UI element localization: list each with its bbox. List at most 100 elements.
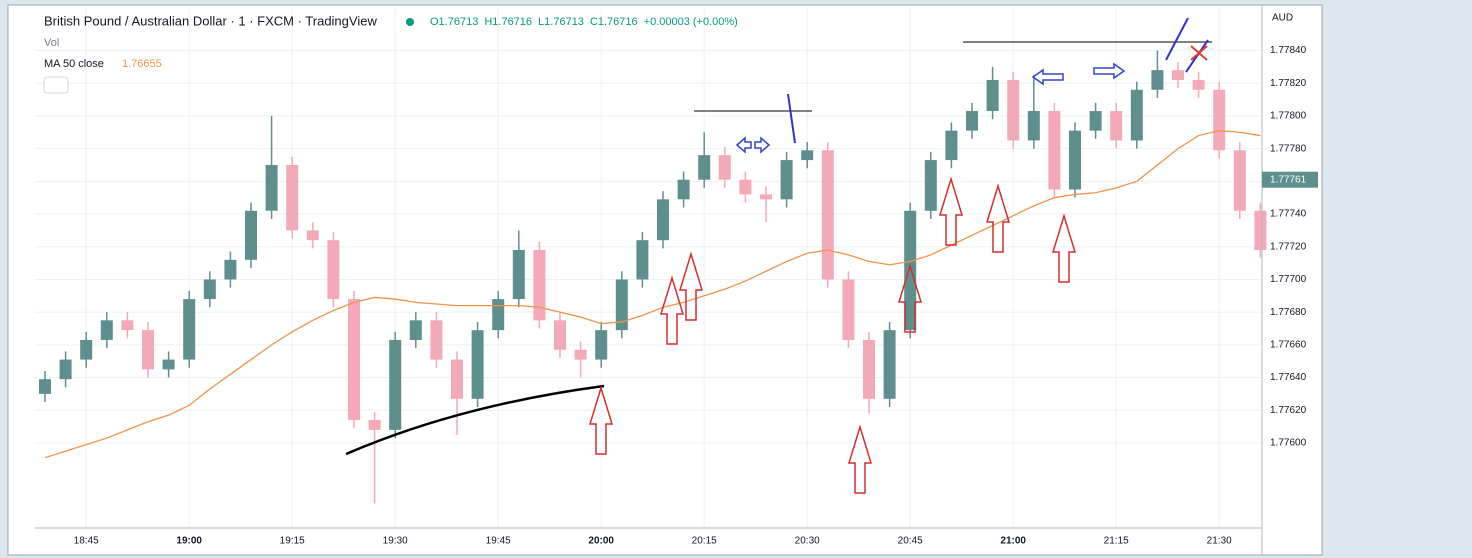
ohlc-value: O1.76713	[430, 16, 478, 28]
candle-body	[1110, 111, 1123, 141]
y-tick-label: 1.77680	[1270, 307, 1307, 318]
candle-body	[451, 359, 463, 399]
x-tick-label: 19:45	[486, 536, 511, 547]
y-tick-label: 1.77840	[1270, 45, 1307, 56]
candle-body	[739, 179, 752, 195]
x-tick-label: 20:15	[692, 536, 717, 547]
candle-body	[760, 194, 772, 200]
candle-body	[286, 164, 299, 231]
annotations	[345, 17, 1212, 494]
currency-label[interactable]: AUD	[1272, 13, 1293, 24]
y-tick-label: 1.77600	[1270, 438, 1307, 449]
ohlc-value: L1.76713	[538, 16, 584, 28]
ohlc-legend: O1.76713 H1.76716 L1.76713 C1.76716 +0.00003…	[430, 16, 738, 28]
indicator-label: MA 50 close	[44, 58, 104, 70]
candle-body	[615, 279, 628, 331]
candle-body	[1254, 210, 1267, 251]
candle-body	[265, 164, 278, 211]
candle-body	[39, 379, 51, 394]
candle-body	[780, 160, 793, 200]
candle-body	[430, 320, 443, 360]
candle-body	[595, 330, 608, 360]
candle-body	[224, 259, 237, 280]
x-tick-label: 21:30	[1207, 536, 1232, 547]
collapse-button[interactable]	[43, 76, 69, 94]
candle-body	[1048, 111, 1061, 190]
chart-frame	[7, 4, 1323, 556]
candle-body	[904, 210, 917, 331]
candle-body	[945, 130, 958, 161]
candle-body	[348, 299, 360, 421]
y-tick-label: 1.77780	[1270, 143, 1307, 154]
candle-body	[1213, 89, 1226, 151]
candle-body	[471, 330, 484, 399]
candle-body	[306, 230, 319, 241]
candle-body	[821, 150, 834, 280]
candle-body	[718, 155, 731, 180]
candle-body	[142, 330, 154, 370]
y-tick-label: 1.77620	[1270, 405, 1307, 416]
candle-body	[554, 320, 566, 350]
x-tick-label: 21:00	[1000, 536, 1026, 547]
candle-body	[59, 359, 72, 380]
volume-label: Vol	[44, 37, 59, 49]
grid	[35, 8, 1262, 528]
candle-body	[121, 320, 134, 331]
candle-body	[1192, 79, 1205, 90]
candle-body	[924, 160, 937, 211]
candle-body	[492, 299, 505, 331]
candle-body	[677, 179, 690, 200]
x-tick-label: 20:00	[588, 536, 614, 547]
y-tick-label: 1.77660	[1270, 339, 1307, 350]
last-price-label: 1.77761	[1270, 174, 1307, 185]
chart-title: British Pound / Australian Dollar · 1 · …	[44, 13, 377, 28]
candle-body	[389, 339, 402, 430]
candle-body	[863, 339, 875, 399]
last-price-tag	[1262, 171, 1318, 188]
candle-body	[801, 150, 814, 161]
candle-body	[100, 320, 113, 340]
candle-body	[1089, 111, 1102, 131]
ma-line	[44, 129, 1261, 459]
candle-body	[1233, 150, 1246, 211]
candle-body	[1151, 70, 1164, 90]
x-tick-label: 20:30	[795, 536, 820, 547]
candle-body	[245, 210, 257, 260]
candle-body	[512, 250, 525, 300]
candle-body	[368, 420, 381, 430]
candle-body	[183, 299, 196, 360]
candle-body	[409, 320, 422, 340]
candle-body	[883, 330, 896, 399]
candle-body	[842, 279, 855, 340]
candle-body	[203, 279, 216, 300]
candle-body	[657, 199, 669, 241]
x-tick-label: 21:15	[1104, 536, 1129, 547]
candle-body	[1027, 111, 1040, 141]
x-tick-label: 19:00	[176, 536, 202, 547]
candle-body	[327, 240, 340, 300]
ohlc-value: C1.76716	[590, 16, 638, 28]
candle-body	[1069, 130, 1081, 190]
candle-body	[1007, 79, 1020, 141]
candle-body	[698, 155, 711, 180]
x-tick-label: 20:45	[898, 536, 923, 547]
x-tick-label: 19:15	[280, 536, 305, 547]
x-tick-label: 19:30	[383, 536, 408, 547]
plot	[39, 50, 1267, 504]
candle-body	[533, 250, 546, 321]
candle-body	[574, 349, 587, 360]
y-tick-label: 1.77720	[1270, 241, 1307, 252]
indicator-value: 1.76655	[122, 58, 162, 70]
candle-body	[80, 339, 93, 360]
candle-body	[966, 111, 978, 131]
candle-body	[162, 359, 175, 370]
y-tick-label: 1.77640	[1270, 372, 1307, 383]
status-dot	[406, 18, 414, 26]
y-tick-label: 1.77820	[1270, 78, 1307, 89]
ohlc-value: +0.00003 (+0.00%)	[644, 16, 738, 28]
y-tick-label: 1.77740	[1270, 209, 1307, 220]
candle-body	[636, 240, 649, 280]
candle-body	[1172, 70, 1184, 80]
y-tick-label: 1.77800	[1270, 111, 1307, 122]
